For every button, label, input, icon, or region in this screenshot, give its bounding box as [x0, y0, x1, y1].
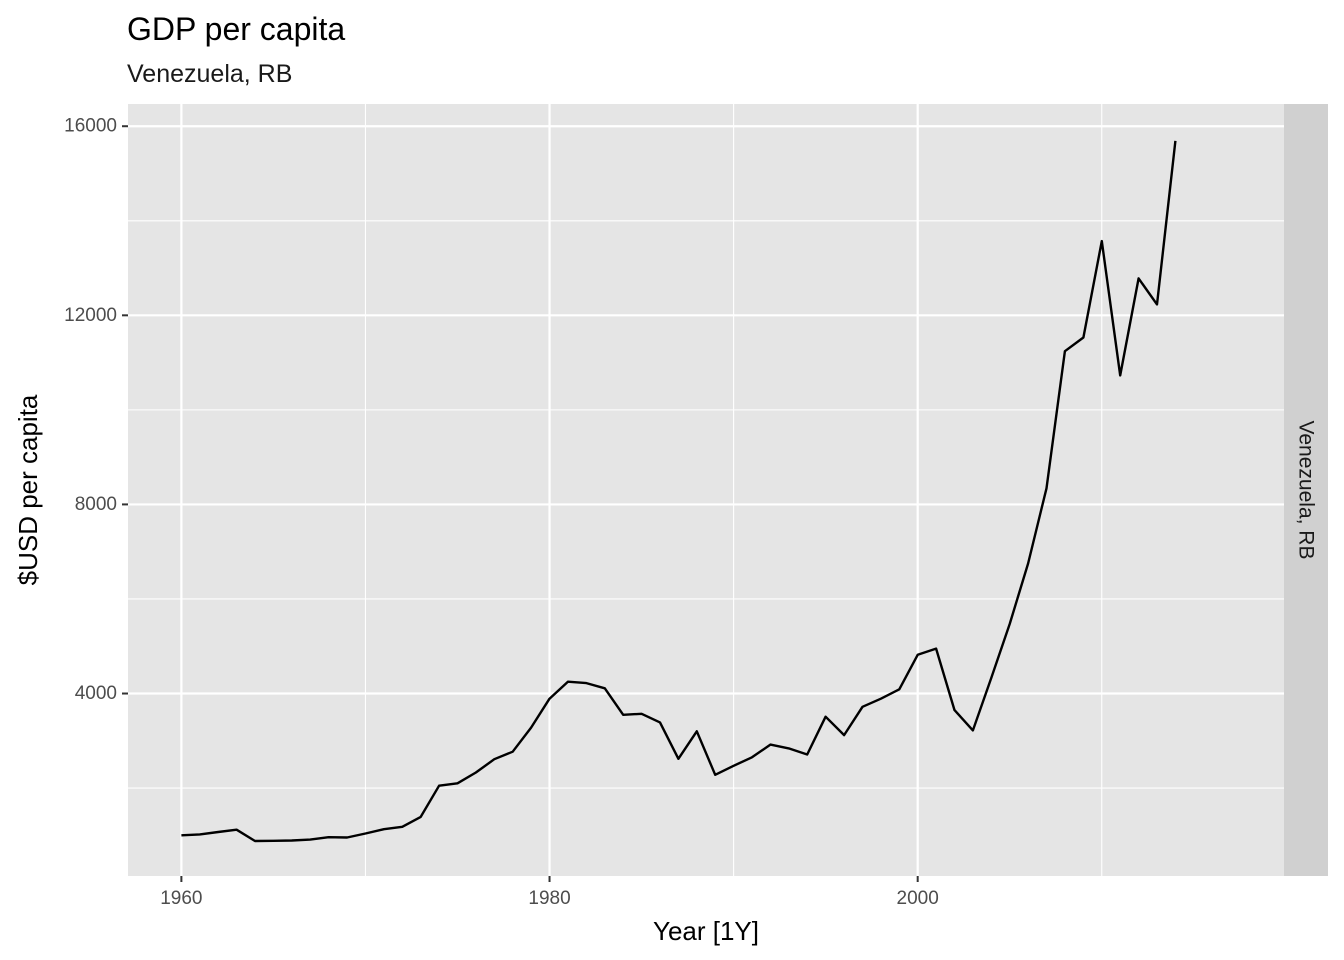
y-tick-label-8000: 8000	[75, 494, 117, 515]
chart-title: GDP per capita	[127, 11, 345, 47]
gdp-series-line	[181, 140, 1177, 843]
chart-subtitle: Venezuela, RB	[127, 60, 292, 88]
facet-strip	[1284, 104, 1328, 876]
grid-major	[128, 104, 1284, 876]
x-tick-label-1980: 1980	[528, 888, 570, 909]
x-tick-label-1960: 1960	[160, 888, 202, 909]
x-axis: 1960 1980 2000	[160, 876, 939, 909]
y-axis-title: $USD per capita	[13, 394, 43, 585]
x-axis-title: Year [1Y]	[653, 916, 759, 946]
y-tick-label-12000: 12000	[64, 305, 117, 326]
grid-minor	[128, 104, 1284, 876]
plot-panel	[128, 104, 1284, 876]
y-axis: 4000 8000 12000 16000	[64, 116, 128, 704]
y-tick-label-16000: 16000	[64, 116, 117, 137]
x-tick-label-2000: 2000	[897, 888, 939, 909]
y-tick-label-4000: 4000	[75, 683, 117, 704]
facet-strip-label: Venezuela, RB	[1295, 421, 1318, 560]
